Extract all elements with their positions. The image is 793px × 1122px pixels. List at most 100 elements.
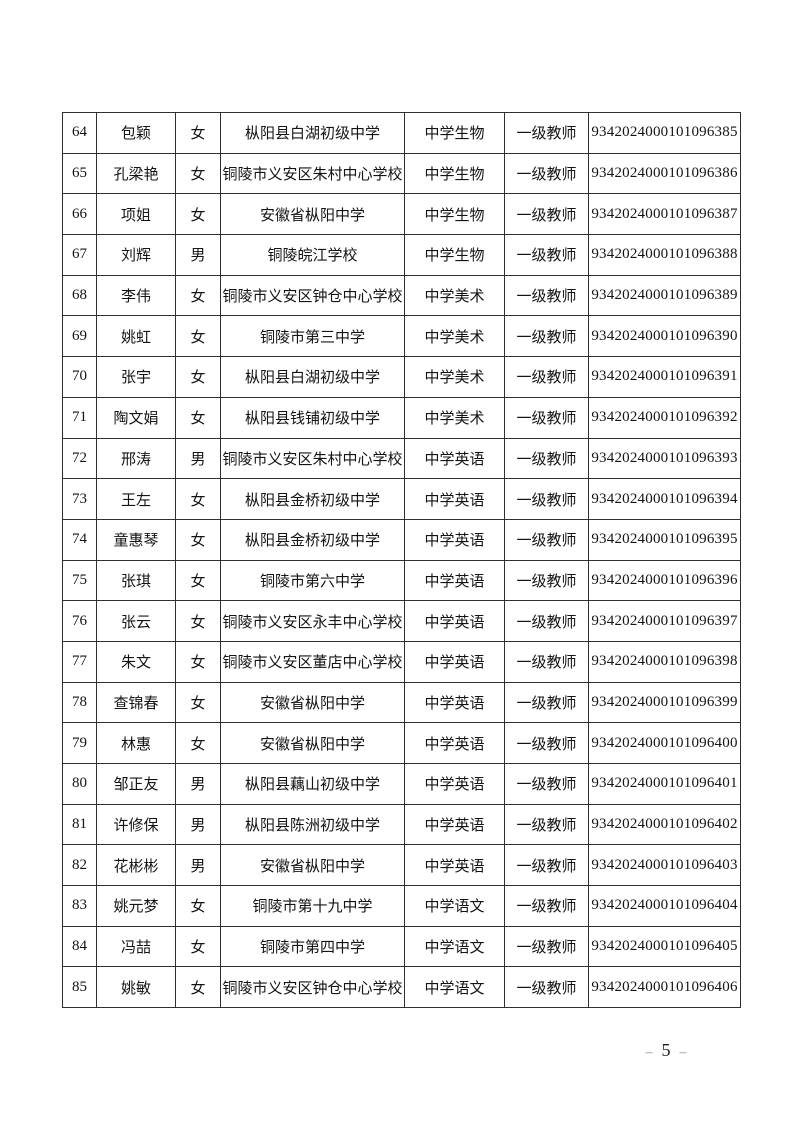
cell-subject: 中学生物 <box>404 234 505 276</box>
cell-title: 一级教师 <box>504 356 589 398</box>
cell-title: 一级教师 <box>504 518 589 561</box>
cell-title: 一级教师 <box>504 152 589 195</box>
cell-subject: 中学美术 <box>404 315 505 358</box>
cell-subject: 中学英语 <box>404 559 505 602</box>
cell-no: 64 <box>62 112 97 154</box>
table-row: 68 李伟女铜陵市义安区钟仓中心学校 中学美术 一级教师 934202400010109… <box>62 274 741 317</box>
table-row: 73 王左女枞阳县金桥初级中学 中学英语 一级教师 934202400010109639… <box>62 478 741 520</box>
cell-cert: 9342024000101096401 <box>588 763 741 805</box>
cell-subject: 中学英语 <box>404 681 505 724</box>
cell-no: 84 <box>62 925 97 968</box>
cell-subject: 中学英语 <box>404 722 505 764</box>
cell-cert: 9342024000101096388 <box>588 234 741 276</box>
cell-name: 邹正友 <box>96 763 176 805</box>
page-footer: – 5 – <box>630 1040 702 1061</box>
cell-school: 枞阳县钱铺初级中学 <box>220 396 405 439</box>
cell-school: 安徽省枞阳中学 <box>220 193 405 236</box>
cell-subject: 中学语文 <box>404 885 505 927</box>
cell-cert: 9342024000101096387 <box>588 193 741 236</box>
cell-name: 孔梁艳 <box>96 152 176 195</box>
cell-school: 铜陵市义安区董店中心学校 <box>220 640 405 683</box>
cell-gender: 女 <box>175 518 221 561</box>
cell-gender: 女 <box>175 640 221 683</box>
cell-subject: 中学美术 <box>404 274 505 317</box>
cell-name: 李伟 <box>96 274 176 317</box>
cell-gender: 女 <box>175 193 221 236</box>
cell-gender: 女 <box>175 966 221 1009</box>
cell-cert: 9342024000101096393 <box>588 437 741 480</box>
table-row: 75 张琪女铜陵市第六中学 中学英语 一级教师 9342024000101096396 <box>62 559 741 602</box>
cell-no: 67 <box>62 234 97 276</box>
cell-title: 一级教师 <box>504 274 589 317</box>
cell-subject: 中学语文 <box>404 925 505 968</box>
cell-cert: 9342024000101096385 <box>588 112 741 154</box>
cell-no: 73 <box>62 478 97 520</box>
cell-subject: 中学英语 <box>404 600 505 642</box>
cell-name: 许修保 <box>96 803 176 846</box>
cell-school: 枞阳县藕山初级中学 <box>220 763 405 805</box>
cell-subject: 中学语文 <box>404 966 505 1009</box>
cell-subject: 中学英语 <box>404 803 505 846</box>
cell-no: 72 <box>62 437 97 480</box>
cell-gender: 女 <box>175 478 221 520</box>
cell-subject: 中学美术 <box>404 356 505 398</box>
cell-cert: 9342024000101096389 <box>588 274 741 317</box>
table-row: 64 包颖女枞阳县白湖初级中学 中学生物 一级教师 934202400010109638… <box>62 112 741 154</box>
cell-gender: 男 <box>175 803 221 846</box>
table-row: 65 孔梁艳女铜陵市义安区朱村中心学校 中学生物 一级教师 93420240001010… <box>62 152 741 195</box>
cell-school: 铜陵市第三中学 <box>220 315 405 358</box>
table-row: 83 姚元梦女铜陵市第十九中学 中学语文 一级教师 934202400010109640… <box>62 885 741 927</box>
cell-gender: 女 <box>175 274 221 317</box>
cell-no: 75 <box>62 559 97 602</box>
cell-name: 王左 <box>96 478 176 520</box>
cell-subject: 中学美术 <box>404 396 505 439</box>
cell-name: 查锦春 <box>96 681 176 724</box>
cell-no: 83 <box>62 885 97 927</box>
cell-name: 刘辉 <box>96 234 176 276</box>
table-row: 71 陶文娟女枞阳县钱铺初级中学 中学美术 一级教师 93420240001010963… <box>62 396 741 439</box>
cell-school: 铜陵市义安区朱村中心学校 <box>220 437 405 480</box>
footer-dash-left: – <box>645 1045 653 1060</box>
table-body: 64 包颖女枞阳县白湖初级中学 中学生物 一级教师 934202400010109638… <box>62 112 741 1009</box>
cell-cert: 9342024000101096402 <box>588 803 741 846</box>
cell-school: 枞阳县金桥初级中学 <box>220 518 405 561</box>
table-row: 84 冯喆女铜陵市第四中学 中学语文 一级教师 9342024000101096405 <box>62 925 741 968</box>
cell-no: 82 <box>62 844 97 887</box>
table-row: 76 张云女铜陵市义安区永丰中心学校 中学英语 一级教师 934202400010109… <box>62 600 741 642</box>
cell-subject: 中学英语 <box>404 437 505 480</box>
cell-title: 一级教师 <box>504 640 589 683</box>
cell-title: 一级教师 <box>504 478 589 520</box>
cell-school: 安徽省枞阳中学 <box>220 722 405 764</box>
cell-cert: 9342024000101096392 <box>588 396 741 439</box>
cell-school: 安徽省枞阳中学 <box>220 681 405 724</box>
cell-subject: 中学英语 <box>404 640 505 683</box>
cell-school: 安徽省枞阳中学 <box>220 844 405 887</box>
cell-gender: 男 <box>175 763 221 805</box>
cell-cert: 9342024000101096397 <box>588 600 741 642</box>
teacher-roster-table: 64 包颖女枞阳县白湖初级中学 中学生物 一级教师 934202400010109638… <box>62 112 741 1009</box>
cell-title: 一级教师 <box>504 763 589 805</box>
cell-cert: 9342024000101096396 <box>588 559 741 602</box>
cell-title: 一级教师 <box>504 803 589 846</box>
table-row: 82 花彬彬男安徽省枞阳中学 中学英语 一级教师 9342024000101096403 <box>62 844 741 887</box>
cell-no: 79 <box>62 722 97 764</box>
table-row: 66 项姐女安徽省枞阳中学 中学生物 一级教师 9342024000101096387 <box>62 193 741 236</box>
cell-name: 张宇 <box>96 356 176 398</box>
cell-no: 76 <box>62 600 97 642</box>
cell-no: 65 <box>62 152 97 195</box>
cell-name: 冯喆 <box>96 925 176 968</box>
cell-cert: 9342024000101096406 <box>588 966 741 1009</box>
cell-school: 铜陵市义安区钟仓中心学校 <box>220 966 405 1009</box>
cell-school: 铜陵市第四中学 <box>220 925 405 968</box>
cell-name: 花彬彬 <box>96 844 176 887</box>
cell-title: 一级教师 <box>504 722 589 764</box>
cell-name: 朱文 <box>96 640 176 683</box>
cell-title: 一级教师 <box>504 315 589 358</box>
cell-school: 铜陵市义安区永丰中心学校 <box>220 600 405 642</box>
cell-subject: 中学生物 <box>404 112 505 154</box>
cell-no: 80 <box>62 763 97 805</box>
cell-school: 铜陵市义安区钟仓中心学校 <box>220 274 405 317</box>
cell-subject: 中学生物 <box>404 193 505 236</box>
cell-no: 78 <box>62 681 97 724</box>
cell-gender: 女 <box>175 722 221 764</box>
